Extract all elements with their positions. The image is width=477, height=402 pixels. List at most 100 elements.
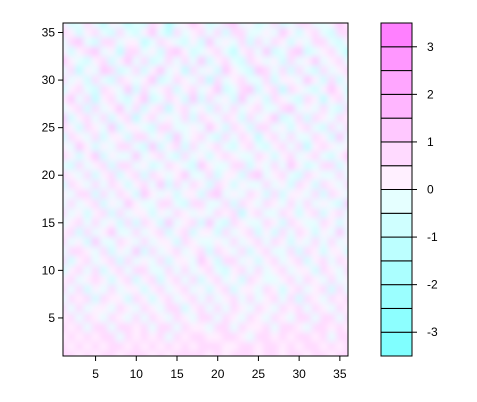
heatmap-cell [164,284,174,295]
heatmap-cell [295,275,304,286]
heatmap-cell [238,75,247,86]
heatmap-cell [229,170,239,181]
heatmap-cell [327,303,337,314]
heatmap-cell [303,46,312,57]
heatmap-cell [327,94,337,105]
heatmap-cell [270,113,280,124]
heatmap-cell [205,218,215,229]
heatmap-cell [181,151,190,162]
heatmap-cell [205,275,215,286]
heatmap-cell [181,132,190,143]
heatmap-cell [238,179,247,191]
heatmap-cell [295,141,304,153]
heatmap-cell [91,94,101,105]
heatmap-cell [343,84,348,95]
heatmap-cell [278,208,288,219]
heatmap-cell [262,332,272,343]
heatmap-cell [262,113,272,124]
heatmap-cell [148,218,158,229]
heatmap-cell [189,237,198,248]
heatmap-cell [335,94,345,105]
heatmap-cell [295,237,304,248]
heatmap-cell [132,170,141,181]
heatmap-cell [189,275,198,286]
heatmap-cell [221,170,231,181]
heatmap-cell [229,75,239,86]
heatmap-cell [107,341,117,352]
heatmap-cell [295,122,304,134]
heatmap-cell [115,303,125,314]
heatmap-cell [156,275,166,286]
heatmap-cell [229,284,239,295]
heatmap-cell [63,351,68,356]
heatmap-cell [148,113,158,124]
heatmap-cell [303,113,312,124]
heatmap-cell [172,246,182,257]
heatmap-cell [107,103,117,114]
heatmap-cell [343,189,348,200]
heatmap-cell [140,151,150,162]
heatmap-cell [107,170,117,181]
heatmap-cell [221,37,231,48]
heatmap-cell [254,294,264,305]
heatmap-cell [83,122,93,134]
heatmap-cell [327,237,337,248]
heatmap-cell [63,332,68,343]
heatmap-cell [205,237,215,248]
heatmap-cell [254,227,264,238]
heatmap-cell [172,351,182,356]
heatmap-cell [254,332,264,343]
heatmap-cell [335,256,345,267]
heatmap-cell [115,141,125,153]
heatmap-cell [99,351,109,356]
heatmap-cell [172,313,182,324]
heatmap-cell [181,141,190,153]
heatmap-cell [140,294,150,305]
heatmap-cell [148,246,158,257]
heatmap-cell [319,199,329,210]
heatmap-cell [343,170,348,181]
heatmap-cell [99,265,109,276]
heatmap-cell [132,237,141,248]
heatmap-cell [63,256,68,267]
heatmap-cell [238,246,247,257]
heatmap-cell [164,37,174,48]
heatmap-cell [63,265,68,276]
heatmap-cell [303,313,312,324]
heatmap-cell [278,103,288,114]
heatmap-cell [205,56,215,67]
heatmap-cell [67,246,76,257]
heatmap-cell [327,322,337,333]
heatmap-cell [67,303,76,314]
heatmap-cell [172,332,182,343]
heatmap-cell [295,341,304,352]
heatmap-cell [63,218,68,229]
heatmap-cell [172,84,182,95]
heatmap-cell [229,65,239,76]
heatmap-cell [164,160,174,172]
heatmap-cell [148,37,158,48]
heatmap-cell [181,75,190,86]
heatmap-cell [229,341,239,352]
heatmap-cell [286,151,296,162]
heatmap-cell [295,208,304,219]
heatmap-cell [262,56,272,67]
heatmap-cell [213,256,223,267]
heatmap-cell [229,189,239,200]
heatmap-cell [246,322,255,333]
heatmap-cell [83,246,93,257]
heatmap-cell [238,303,247,314]
heatmap-cell [189,160,198,172]
heatmap-cell [262,246,272,257]
heatmap-cell [254,103,264,114]
heatmap-cell [156,84,166,95]
heatmap-cell [63,37,68,48]
heatmap-cell [115,237,125,248]
heatmap-cell [238,27,247,38]
heatmap-cell [254,256,264,267]
heatmap-cell [181,103,190,114]
heatmap-cell [197,65,207,76]
heatmap-cell [270,189,280,200]
heatmap-cell [91,56,101,67]
heatmap-cell [189,179,198,191]
